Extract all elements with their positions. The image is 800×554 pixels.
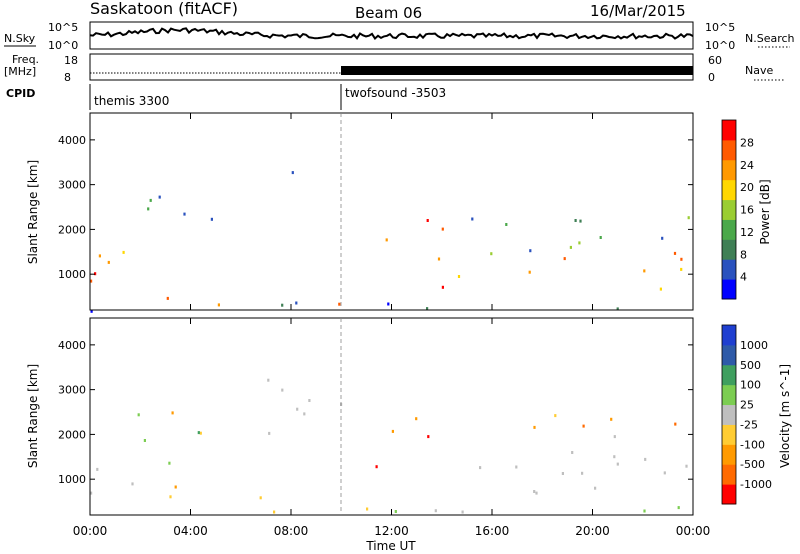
power-colorbar-label: Power [dB]: [758, 179, 772, 244]
power-colorbar-tick: 12: [740, 226, 754, 239]
velocity-colorbar-segment: [722, 325, 736, 346]
station-title: Saskatoon (fitACF): [90, 0, 238, 18]
velocity-scatter-data: [90, 378, 688, 514]
beam-title: Beam 06: [355, 4, 422, 22]
x-tick-label: 12:00: [374, 524, 409, 538]
velocity-colorbar-tick: -100: [740, 438, 765, 451]
cpid-segment-1: themis 3300: [94, 94, 169, 108]
velocity-colorbar-segment: [722, 404, 736, 425]
power-colorbar-segment: [722, 219, 736, 240]
nave-tick-top: 60: [708, 54, 722, 67]
velocity-colorbar-segment: [722, 384, 736, 406]
power-ytick-label: 1000: [58, 268, 86, 281]
velocity-colorbar-tick: -1000: [740, 478, 772, 491]
power-colorbar-tick: 16: [740, 204, 754, 217]
velocity-colorbar-tick: 500: [740, 359, 761, 372]
velocity-colorbar-tick: -25: [740, 418, 758, 431]
velocity-colorbar-segment: [722, 484, 736, 505]
x-tick-label: 00:00: [676, 524, 711, 538]
cpid-row: CPID themis 3300 twofsound -3503: [6, 84, 446, 110]
velocity-ytick-label: 4000: [58, 339, 86, 352]
power-colorbar-segment: [722, 239, 736, 260]
cpid-label: CPID: [6, 87, 35, 100]
velocity-colorbar-tick: -500: [740, 458, 765, 471]
cpid-segment-2: twofsound -3503: [345, 86, 446, 100]
x-tick-label: 04:00: [173, 524, 208, 538]
power-colorbar-segment: [722, 159, 736, 181]
velocity-colorbar-segment: [722, 424, 736, 445]
time-x-axis: 00:00 04:00 08:00 12:00 16:00 20:00 00:00: [73, 113, 711, 538]
power-ylabel: Slant Range [km]: [26, 160, 40, 264]
nsky-label: N.Sky: [4, 32, 36, 45]
velocity-ytick-label: 2000: [58, 428, 86, 441]
velocity-colorbar-tick: 25: [740, 399, 754, 412]
nsearch-label: N.Search: [745, 32, 795, 45]
velocity-ytick-label: 1000: [58, 473, 86, 486]
velocity-colorbar-tick: 100: [740, 379, 761, 392]
x-tick-label: 08:00: [274, 524, 309, 538]
velocity-ytick-label: 3000: [58, 384, 86, 397]
x-tick-label: 16:00: [475, 524, 510, 538]
velocity-colorbar-tick: 1000: [740, 339, 768, 352]
power-panel: 4000 3000 2000 1000 Slant Range [km] 28 24 20…: [26, 112, 772, 313]
power-y-ticks: 4000 3000 2000 1000: [58, 134, 693, 281]
nsky-line: [89, 27, 694, 41]
freq-panel: Freq. [MHz] 18 8 60 0 Nave: [4, 53, 784, 84]
x-tick-label: 00:00: [73, 524, 108, 538]
x-axis-label: Time UT: [365, 539, 416, 553]
power-colorbar-segment: [722, 179, 736, 201]
velocity-panel: 4000 3000 2000 1000 Slant Range [km] 1000 50…: [26, 317, 792, 516]
power-colorbar-segment: [722, 120, 736, 141]
power-ytick-label: 4000: [58, 134, 86, 147]
nsky-tick-bottom: 10^0: [48, 39, 78, 52]
power-ytick-label: 2000: [58, 223, 86, 236]
power-colorbar-segment: [722, 139, 736, 161]
nave-label: Nave: [745, 64, 773, 77]
power-ytick-label: 3000: [58, 179, 86, 192]
velocity-y-ticks: 4000 3000 2000 1000: [58, 339, 693, 486]
power-colorbar-tick: 4: [740, 271, 747, 284]
velocity-colorbar-segment: [722, 364, 736, 386]
velocity-colorbar: 1000 500 100 25 -25 -100 -500 -1000: [721, 324, 772, 505]
freq-unit: [MHz]: [4, 65, 36, 78]
power-colorbar-tick: 24: [740, 159, 754, 172]
date-title: 16/Mar/2015: [590, 2, 686, 20]
freq-tick-top: 18: [64, 54, 78, 67]
velocity-colorbar-label: Velocity [m s^-1]: [778, 364, 792, 468]
power-colorbar-tick: 8: [740, 248, 747, 261]
power-scatter-data: [90, 171, 690, 313]
velocity-colorbar-segment: [722, 444, 736, 465]
velocity-colorbar-segment: [722, 344, 736, 366]
x-tick-label: 20:00: [575, 524, 610, 538]
power-colorbar-tick: 20: [740, 181, 754, 194]
nsearch-tick-top: 10^5: [705, 21, 735, 34]
power-colorbar: 28 24 20 16 12 8 4: [721, 119, 754, 300]
freq-tick-bottom: 8: [64, 71, 71, 84]
power-colorbar-segment: [722, 199, 736, 220]
power-colorbar-segment: [722, 279, 736, 300]
power-colorbar-segment: [722, 259, 736, 280]
nsearch-tick-bottom: 10^0: [705, 39, 735, 52]
velocity-ylabel: Slant Range [km]: [26, 364, 40, 468]
velocity-colorbar-segment: [722, 464, 736, 485]
nsky-tick-top: 10^5: [48, 21, 78, 34]
nsky-panel: N.Sky 10^5 10^0 10^5 10^0 N.Search: [4, 21, 795, 52]
nave-tick-bottom: 0: [708, 71, 715, 84]
power-colorbar-tick: 28: [740, 136, 754, 149]
freq-label: Freq.: [12, 53, 39, 66]
